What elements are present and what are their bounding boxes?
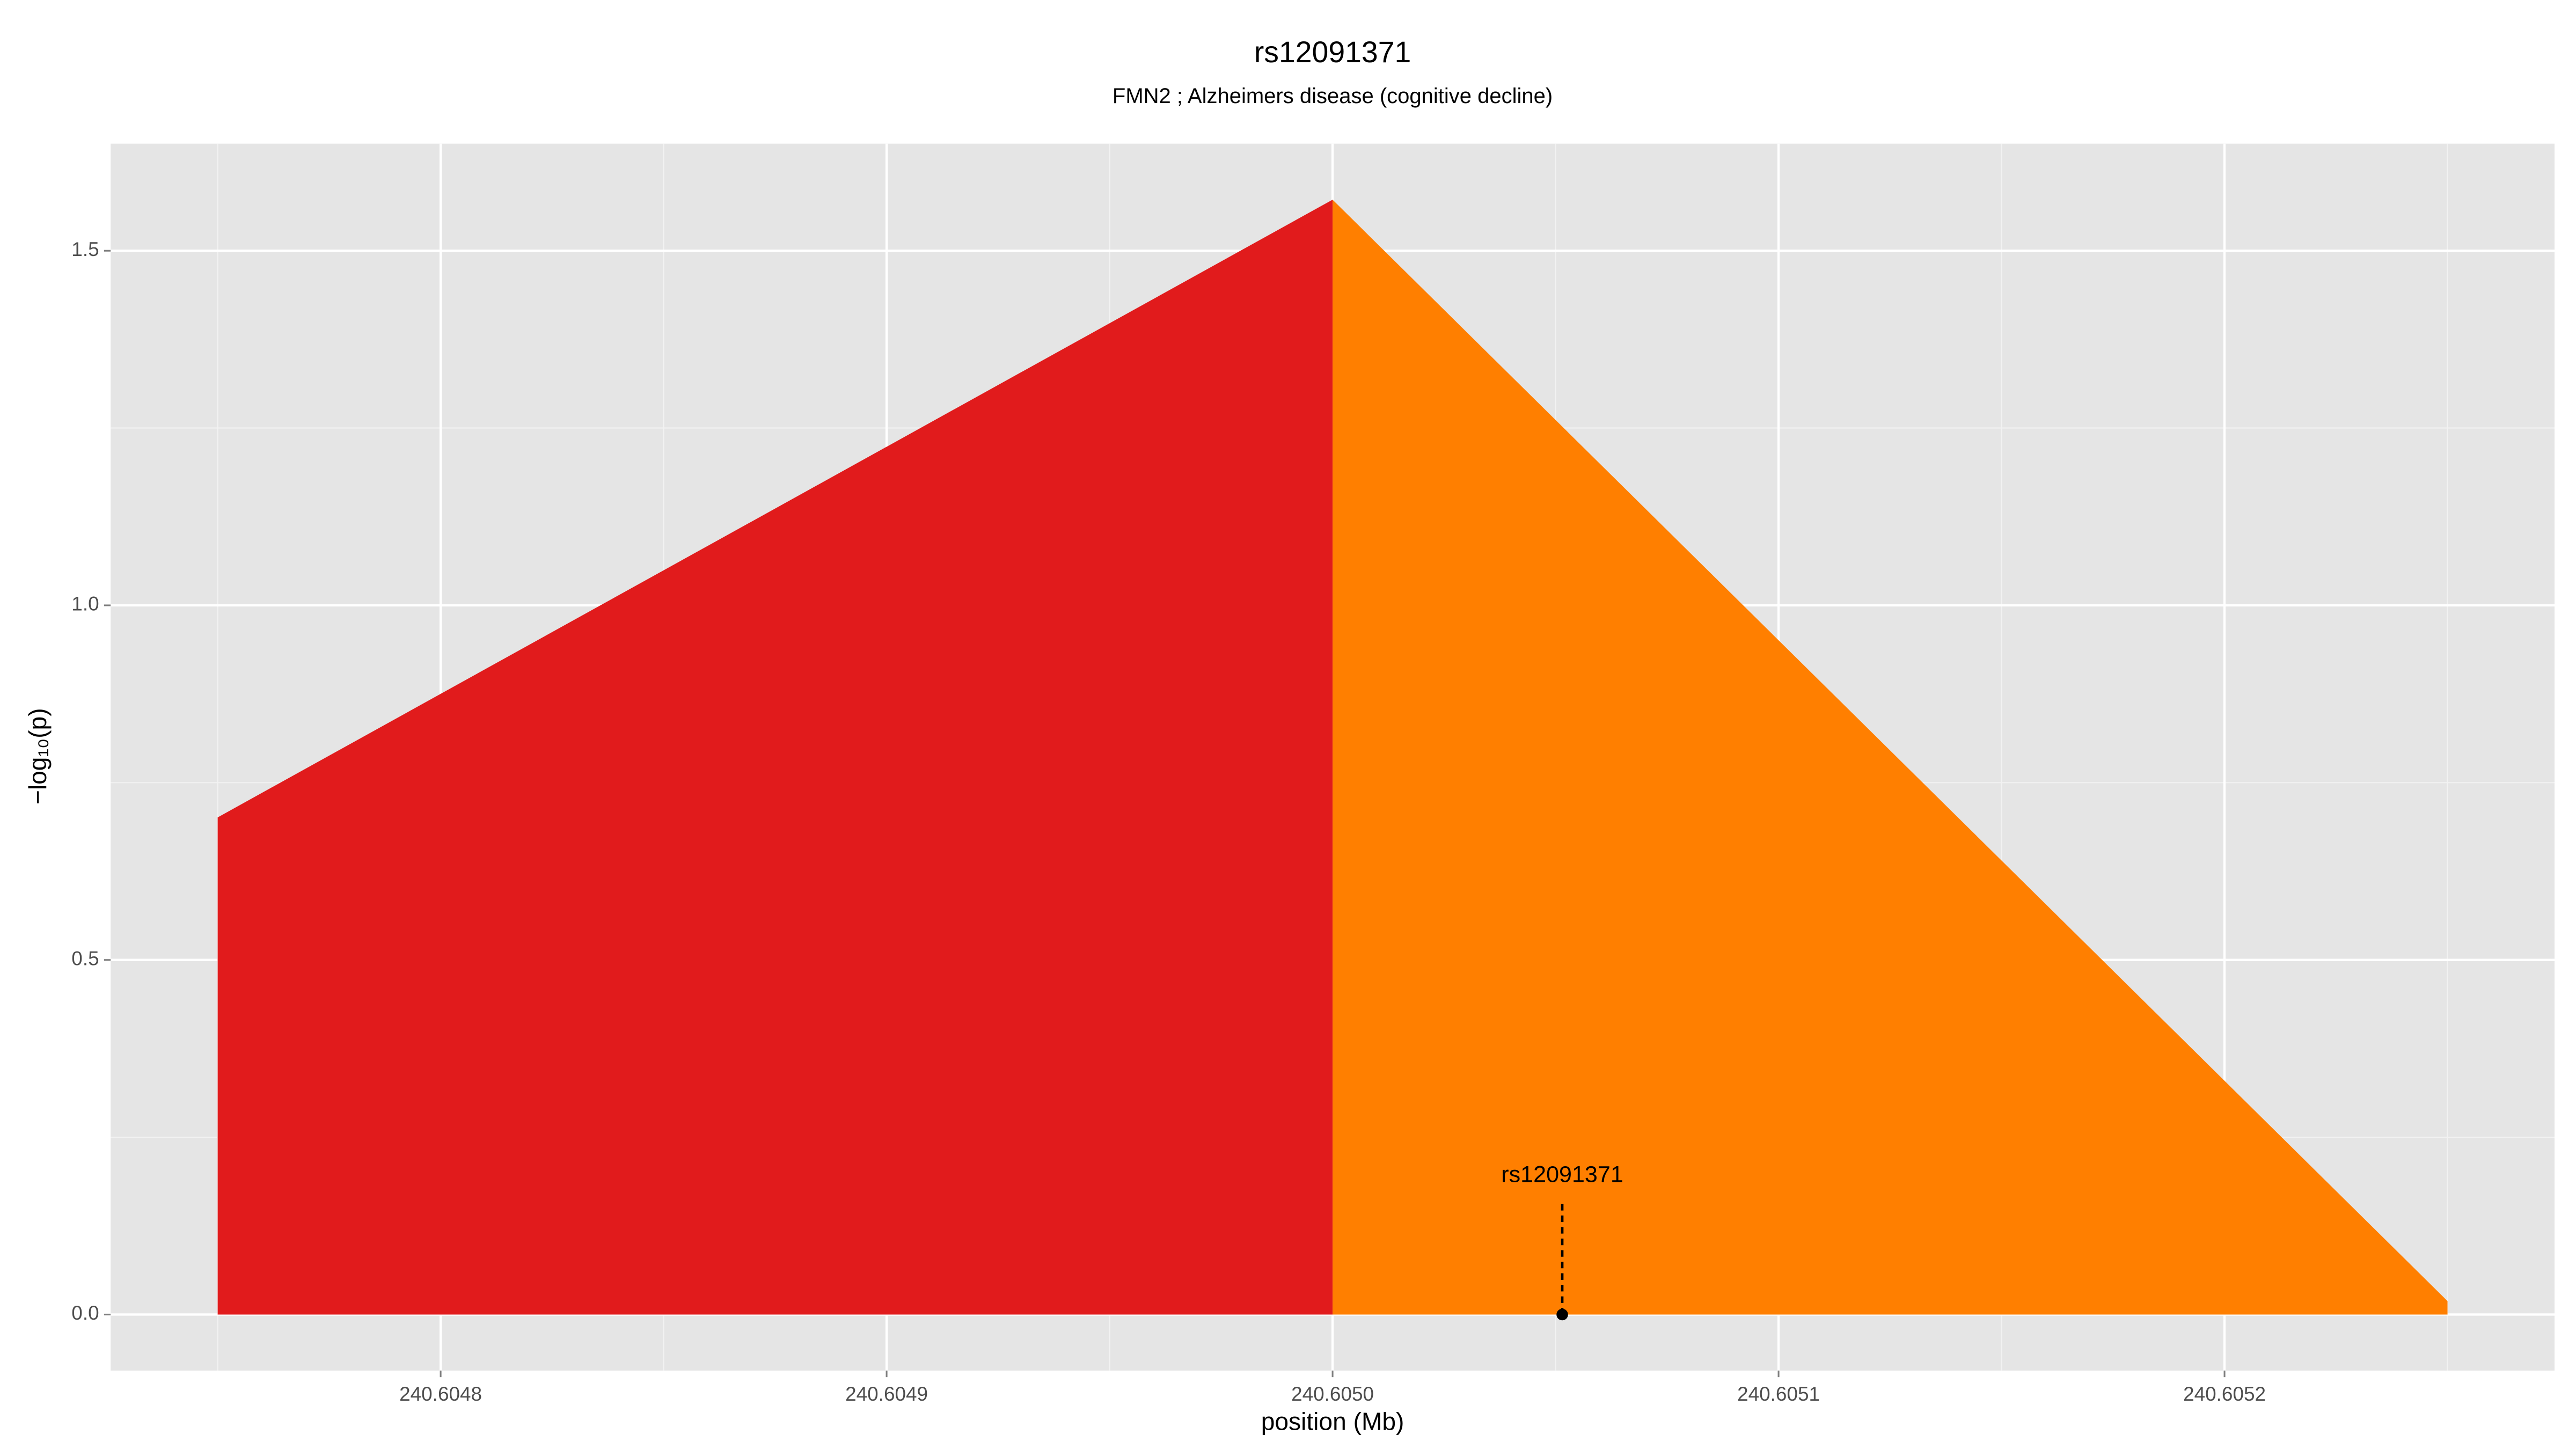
- x-tick-label: 240.6052: [2183, 1383, 2266, 1405]
- chart-title: rs12091371: [1254, 35, 1411, 69]
- x-tick-label: 240.6051: [1737, 1383, 1820, 1405]
- chart-subtitle: FMN2 ; Alzheimers disease (cognitive dec…: [1113, 84, 1553, 108]
- x-tick-label: 240.6049: [845, 1383, 928, 1405]
- x-tick-label: 240.6050: [1291, 1383, 1374, 1405]
- area: [217, 200, 1333, 1315]
- x-axis-title: position (Mb): [1261, 1407, 1404, 1435]
- y-tick-label: 1.5: [71, 238, 99, 260]
- y-tick-label: 0.0: [71, 1302, 99, 1324]
- annotation-label: rs12091371: [1501, 1161, 1623, 1187]
- y-axis-title: −log₁₀(p): [24, 708, 52, 804]
- area: [1333, 200, 2448, 1315]
- annotation-point: [1556, 1308, 1568, 1321]
- y-tick-label: 1.0: [71, 593, 99, 615]
- y-tick-label: 0.5: [71, 947, 99, 969]
- x-tick-label: 240.6048: [399, 1383, 482, 1405]
